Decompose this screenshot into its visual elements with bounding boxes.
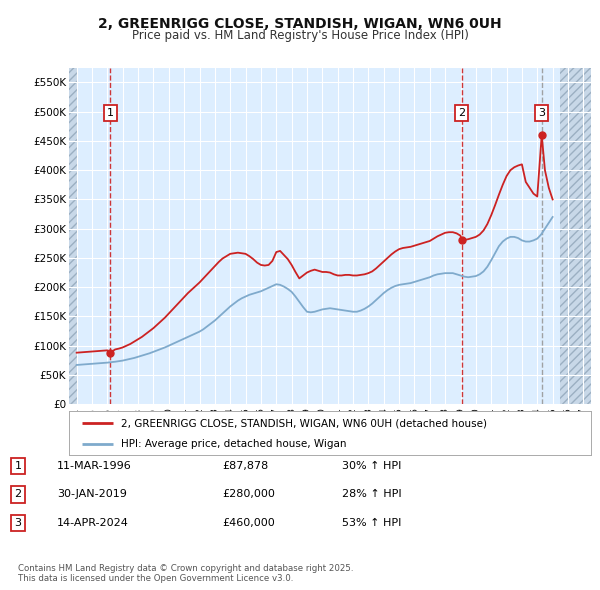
Text: 30-JAN-2019: 30-JAN-2019 — [57, 490, 127, 499]
Text: 1: 1 — [107, 108, 114, 118]
Text: 3: 3 — [538, 108, 545, 118]
Text: 1: 1 — [14, 461, 22, 471]
Text: 53% ↑ HPI: 53% ↑ HPI — [342, 518, 401, 527]
Text: 30% ↑ HPI: 30% ↑ HPI — [342, 461, 401, 471]
Text: 11-MAR-1996: 11-MAR-1996 — [57, 461, 132, 471]
Text: 14-APR-2024: 14-APR-2024 — [57, 518, 129, 527]
Text: 2: 2 — [458, 108, 465, 118]
Text: 28% ↑ HPI: 28% ↑ HPI — [342, 490, 401, 499]
Text: 3: 3 — [14, 518, 22, 527]
Text: Contains HM Land Registry data © Crown copyright and database right 2025.
This d: Contains HM Land Registry data © Crown c… — [18, 563, 353, 583]
Text: Price paid vs. HM Land Registry's House Price Index (HPI): Price paid vs. HM Land Registry's House … — [131, 30, 469, 42]
Bar — [69, 68, 77, 404]
Text: 2: 2 — [14, 490, 22, 499]
Text: £280,000: £280,000 — [222, 490, 275, 499]
Text: HPI: Average price, detached house, Wigan: HPI: Average price, detached house, Wiga… — [121, 438, 347, 448]
Text: 2, GREENRIGG CLOSE, STANDISH, WIGAN, WN6 0UH: 2, GREENRIGG CLOSE, STANDISH, WIGAN, WN6… — [98, 17, 502, 31]
Text: £460,000: £460,000 — [222, 518, 275, 527]
Text: £87,878: £87,878 — [222, 461, 268, 471]
Bar — [560, 68, 591, 404]
Text: 2, GREENRIGG CLOSE, STANDISH, WIGAN, WN6 0UH (detached house): 2, GREENRIGG CLOSE, STANDISH, WIGAN, WN6… — [121, 418, 487, 428]
